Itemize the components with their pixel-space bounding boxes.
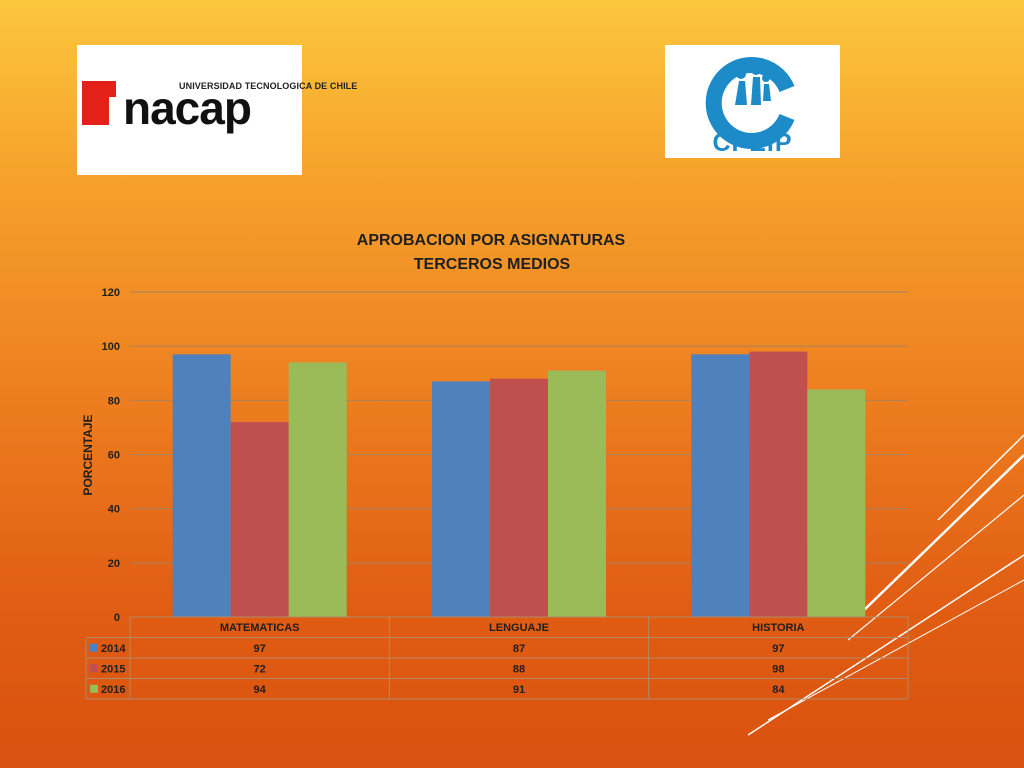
data-label: 87 bbox=[513, 643, 525, 655]
y-tick-label: 60 bbox=[108, 450, 120, 462]
legend-label: 2015 bbox=[101, 663, 125, 675]
legend-label: 2016 bbox=[101, 684, 125, 696]
y-tick-label: 40 bbox=[108, 504, 120, 516]
data-label: 72 bbox=[254, 663, 266, 675]
data-label: 97 bbox=[772, 643, 784, 655]
y-tick-label: 20 bbox=[108, 558, 120, 570]
bar-matematicas-2014 bbox=[172, 354, 231, 617]
y-axis-label: PORCENTAJE bbox=[81, 414, 95, 495]
chart-subtitle: TERCEROS MEDIOS bbox=[414, 256, 571, 273]
bar-lenguaje-2014 bbox=[432, 381, 490, 617]
bar-matematicas-2016 bbox=[288, 362, 347, 617]
x-tick-label: HISTORIA bbox=[752, 622, 804, 634]
data-label: 94 bbox=[254, 684, 267, 696]
data-table: MATEMATICAS LENGUAJE HISTORIA 2014 97 87 97 201… bbox=[85, 616, 909, 700]
inacap-tagline: UNIVERSIDAD TECNOLOGICA DE CHILE bbox=[179, 81, 358, 91]
data-label: 91 bbox=[513, 684, 525, 696]
legend-swatch-2014 bbox=[90, 643, 98, 652]
chart-title: APROBACION POR ASIGNATURAS bbox=[357, 232, 626, 249]
cpeip-logo: CPEIP bbox=[665, 45, 840, 158]
y-tick-label: 80 bbox=[108, 395, 120, 407]
bar-lenguaje-2015 bbox=[490, 378, 548, 617]
legend-swatch-2015 bbox=[90, 664, 98, 673]
bar-matematicas-2015 bbox=[230, 422, 289, 617]
legend-swatch-2016 bbox=[90, 684, 98, 693]
inacap-wordmark: nacap bbox=[123, 82, 252, 134]
bar-lenguaje-2016 bbox=[548, 370, 606, 617]
bar-historia-2015 bbox=[749, 351, 808, 617]
x-tick-label: MATEMATICAS bbox=[220, 622, 300, 634]
y-tick-label: 120 bbox=[102, 287, 120, 299]
x-tick-label: LENGUAJE bbox=[489, 622, 549, 634]
y-tick-label: 100 bbox=[102, 341, 120, 353]
bars bbox=[172, 351, 866, 617]
bar-historia-2014 bbox=[691, 354, 750, 617]
data-label: 98 bbox=[772, 663, 784, 675]
y-tick-label: 0 bbox=[114, 612, 120, 624]
legend-label: 2014 bbox=[101, 643, 126, 655]
data-label: 97 bbox=[254, 643, 266, 655]
bar-historia-2016 bbox=[807, 389, 866, 617]
inacap-logo: UNIVERSIDAD TECNOLOGICA DE CHILE nacap bbox=[77, 45, 357, 175]
data-label: 84 bbox=[772, 684, 785, 696]
inacap-red-block bbox=[82, 81, 117, 125]
data-label: 88 bbox=[513, 663, 525, 675]
cpeip-wordmark: CPEIP bbox=[712, 129, 793, 157]
cpeip-emblem-icon bbox=[705, 57, 795, 149]
